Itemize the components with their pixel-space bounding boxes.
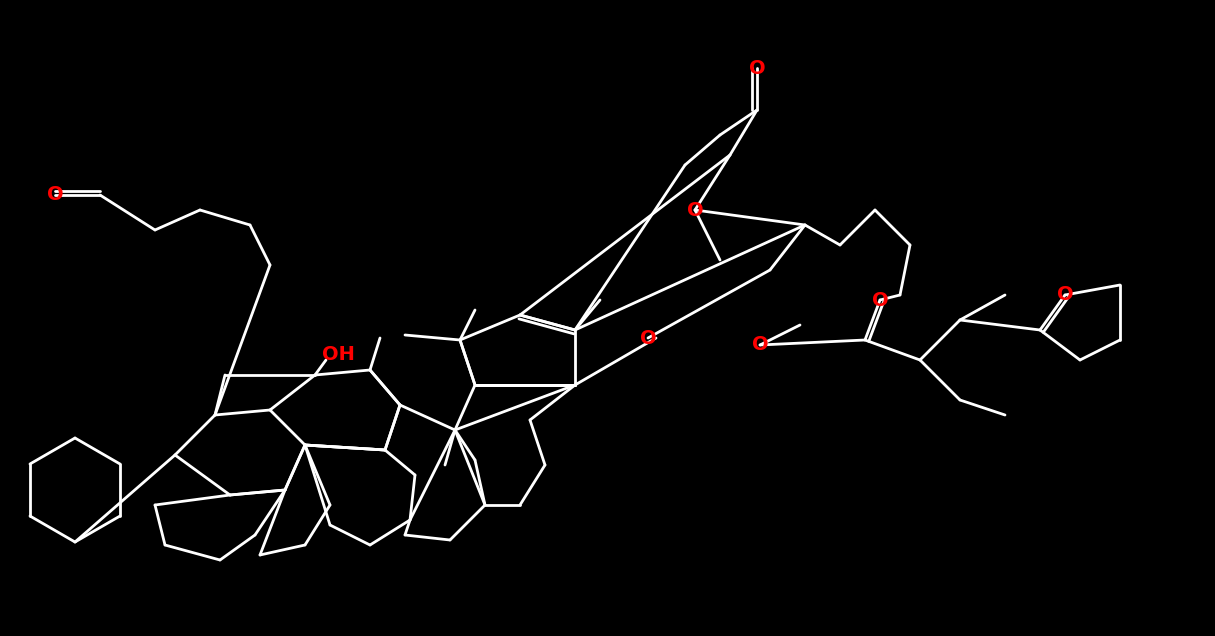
Text: O: O: [871, 291, 888, 310]
Text: OH: OH: [322, 345, 355, 364]
Text: O: O: [639, 329, 656, 347]
Text: O: O: [748, 59, 765, 78]
Text: O: O: [46, 186, 63, 205]
Text: O: O: [752, 336, 768, 354]
Text: O: O: [686, 200, 703, 219]
Text: O: O: [1057, 286, 1073, 305]
